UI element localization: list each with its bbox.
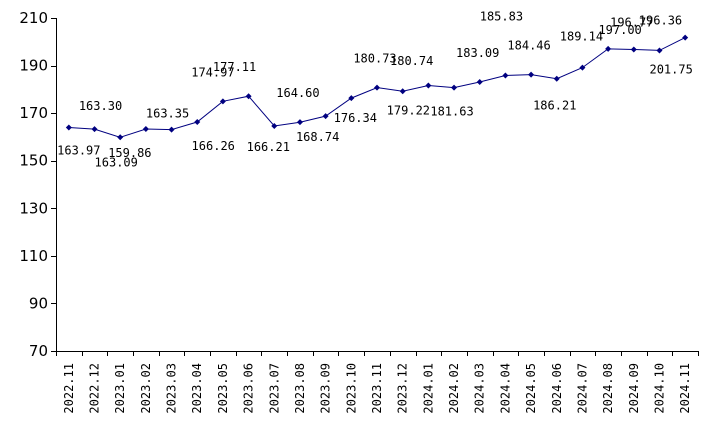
data-label: 181.63 [430,105,473,119]
data-label: 201.75 [649,63,692,77]
data-label: 174.97 [191,65,234,79]
x-tick-label: 2023.06 [242,363,256,414]
x-tick-label: 2023.12 [396,363,410,414]
y-tick-label: 170 [19,104,48,122]
data-label: 180.74 [390,54,433,68]
data-label: 185.83 [480,9,523,23]
x-tick-label: 2023.04 [190,363,204,414]
data-point [451,84,458,91]
data-label: 189.14 [560,30,603,44]
data-point [399,88,406,95]
x-tick-label: 2023.01 [113,363,127,414]
data-label: 186.21 [533,99,576,113]
data-label: 197.00 [598,23,641,37]
data-point [296,119,303,126]
data-point [91,126,98,133]
data-point [579,64,586,71]
data-point [425,82,432,89]
y-tick-label: 150 [19,152,48,170]
data-point [476,79,483,86]
data-label: 163.35 [146,107,189,121]
x-tick-label: 2024.09 [627,363,641,414]
x-tick-label: 2023.11 [370,363,384,414]
data-point [168,126,175,133]
y-ticks: 70 90 110 130 150 170 190 210 [19,9,56,360]
data-label: 163.09 [95,155,138,169]
data-label: 184.46 [507,39,550,53]
data-point [322,113,329,120]
y-tick-label: 110 [19,247,48,265]
y-tick-label: 70 [29,342,48,360]
x-tick-label: 2024.04 [498,363,512,414]
data-point [605,45,612,52]
x-tick-label: 2024.10 [652,363,666,414]
x-tick-label: 2024.07 [575,363,589,414]
data-point [502,72,509,79]
x-tick-label: 2023.07 [267,363,281,414]
data-label: 166.26 [192,139,235,153]
y-tick-label: 90 [29,294,48,312]
x-tick-label: 2024.05 [524,363,538,414]
x-tick-label: 2023.09 [319,363,333,414]
data-label: 163.97 [57,143,100,157]
data-label: 164.60 [276,86,319,100]
data-point [65,124,72,131]
x-tick-label: 2023.03 [165,363,179,414]
data-point [117,134,124,141]
data-point [528,71,535,78]
x-tick-label: 2023.05 [216,363,230,414]
data-label: 176.34 [334,111,377,125]
axes [56,18,698,352]
data-label: 196.36 [639,13,682,27]
data-point [271,122,278,129]
x-tick-label: 2022.12 [88,363,102,414]
x-tick-label: 2024.03 [473,363,487,414]
x-ticks: 2022.11 2022.12 2023.01 2023.02 2023.03 2023.… [56,351,699,414]
data-label: 179.22 [387,103,430,117]
data-label: 159.86 [108,146,151,160]
data-label: 180.73 [353,52,396,66]
y-tick-label: 210 [19,9,48,27]
x-tick-label: 2022.11 [62,363,76,414]
data-label: 196.77 [610,15,653,29]
x-tick-label: 2024.02 [447,363,461,414]
y-tick-label: 190 [19,57,48,75]
data-label: 166.21 [247,140,290,154]
x-tick-label: 2023.08 [293,363,307,414]
data-point [142,125,149,132]
data-label: 177.11 [213,60,256,74]
x-tick-label: 2024.06 [550,363,564,414]
data-label: 183.09 [456,46,499,60]
data-point [219,98,226,105]
data-label: 163.30 [79,99,122,113]
x-tick-label: 2023.02 [139,363,153,414]
data-point [682,34,689,41]
data-point [553,75,560,82]
x-tick-label: 2023.10 [344,363,358,414]
x-tick-label: 2024.08 [601,363,615,414]
data-point [374,84,380,91]
points-layer [65,34,689,141]
data-point [194,119,201,126]
x-tick-label: 2024.01 [421,363,435,414]
y-tick-label: 130 [19,199,48,217]
data-point [245,93,252,100]
data-point [630,46,637,53]
x-tick-label: 2024.11 [678,363,692,414]
data-label: 168.74 [296,130,339,144]
data-point [348,95,355,102]
data-point [656,47,663,54]
